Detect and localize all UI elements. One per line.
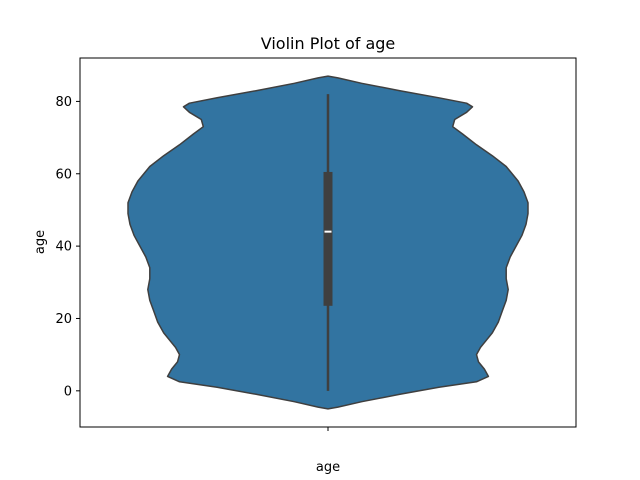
- y-tick-label: 20: [55, 312, 72, 327]
- plot-area: [127, 75, 529, 410]
- y-axis-label: age: [33, 230, 48, 254]
- x-axis-label: age: [316, 460, 340, 475]
- y-tick-label: 0: [64, 384, 72, 399]
- y-axis-ticks: 0 20 40 60 80: [55, 95, 80, 399]
- y-tick-label: 80: [55, 95, 72, 110]
- y-tick-label: 60: [55, 167, 72, 182]
- y-tick-label: 40: [55, 240, 72, 255]
- iqr-box: [323, 171, 333, 306]
- chart-title: Violin Plot of age: [261, 34, 396, 53]
- box-layer: [323, 94, 333, 391]
